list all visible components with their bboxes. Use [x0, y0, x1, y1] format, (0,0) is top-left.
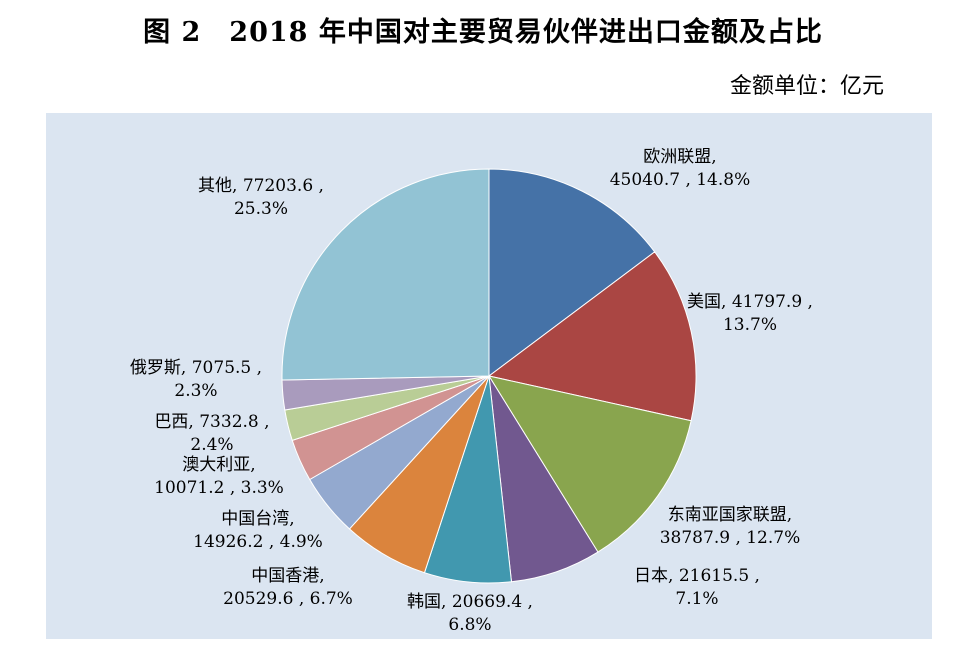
slice-label: 其他, 77203.6 , 25.3%: [198, 176, 324, 219]
pie-slice: [487, 251, 697, 422]
pie-slice: [487, 375, 692, 553]
slice-label: 巴西, 7332.8 , 2.4%: [154, 412, 269, 455]
pie-slice: [281, 168, 490, 381]
chart-title: 图 2 2018 年中国对主要贸易伙伴进出口金额及占比: [143, 17, 823, 48]
slice-label: 欧洲联盟, 45040.7 , 14.8%: [610, 147, 751, 190]
slice-label: 中国香港, 20529.6 , 6.7%: [223, 566, 353, 609]
slice-label: 美国, 41797.9 , 13.7%: [687, 292, 813, 335]
slice-label: 中国台湾, 14926.2 , 4.9%: [193, 509, 323, 552]
slice-label: 东南亚国家联盟, 38787.9 , 12.7%: [660, 505, 801, 548]
unit-label: 金额单位：亿元: [729, 74, 884, 99]
slice-label: 韩国, 20669.4 , 6.8%: [407, 592, 533, 635]
pie-slice: [488, 168, 656, 377]
slice-label: 澳大利亚, 10071.2 , 3.3%: [154, 455, 284, 498]
slice-label: 俄罗斯, 7075.5 , 2.3%: [130, 358, 262, 401]
slice-label: 日本, 21615.5 , 7.1%: [634, 566, 760, 609]
